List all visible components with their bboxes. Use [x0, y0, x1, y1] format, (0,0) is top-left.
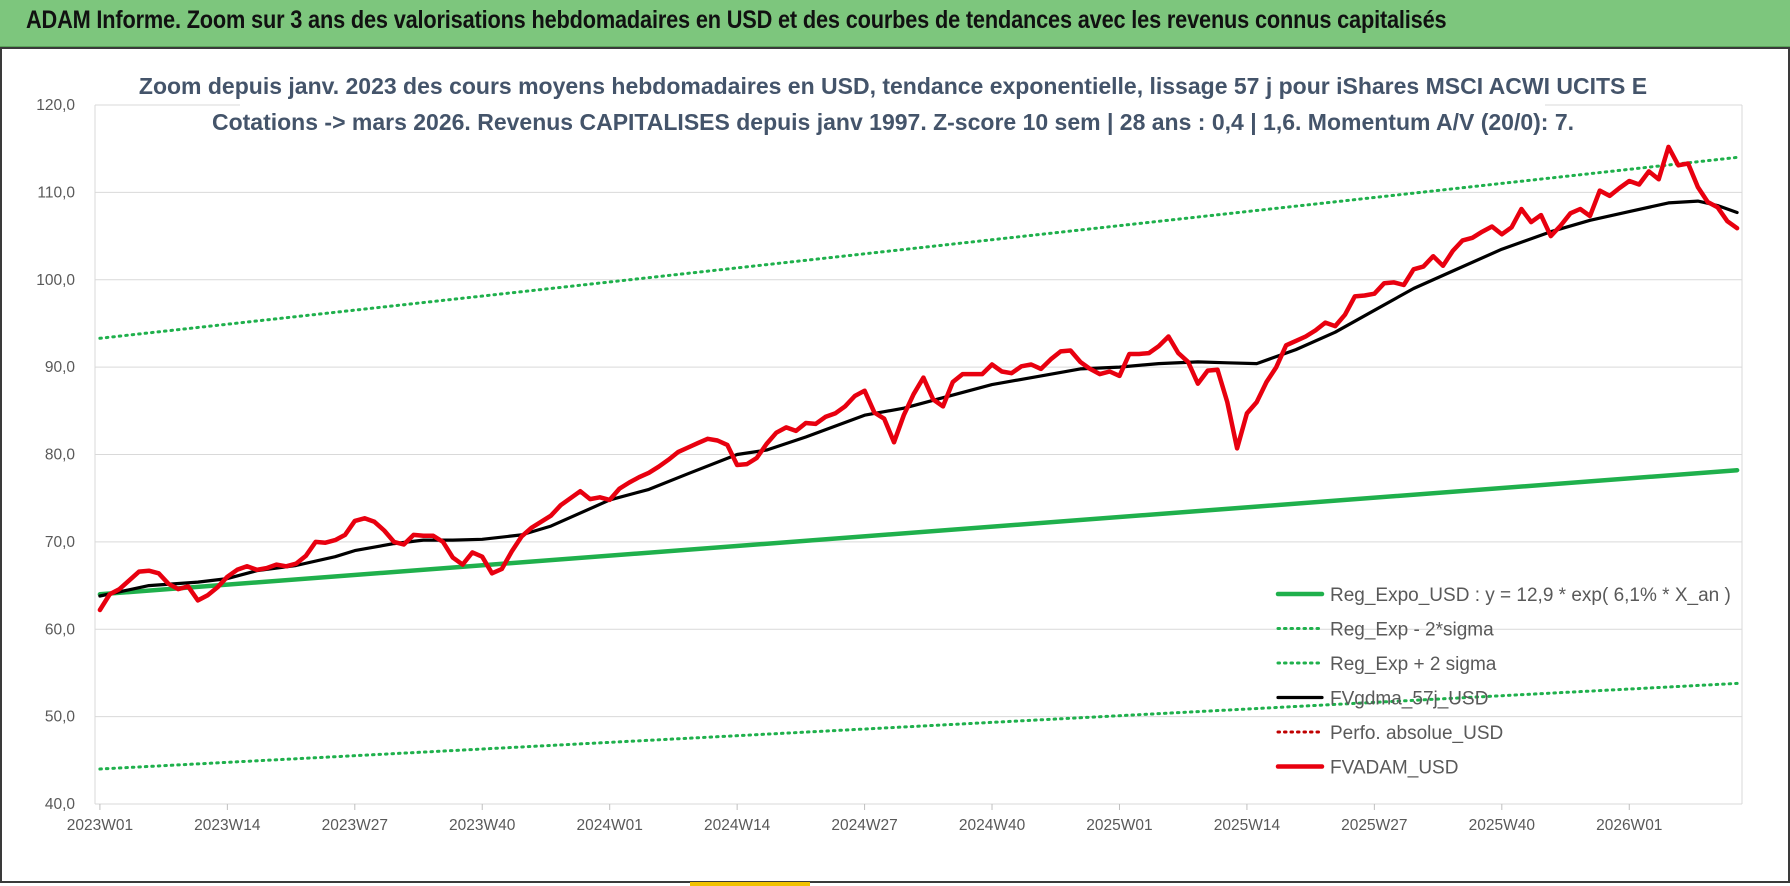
- page-title: ADAM Informe. Zoom sur 3 ans des valoris…: [26, 6, 1447, 34]
- x-axis-ticks: 2023W01 2023W14 2023W27 2023W40 2024W01 2024W…: [67, 804, 1662, 834]
- x-tick-label: 2025W01: [1086, 817, 1152, 834]
- legend: Reg_Expo_USD : y = 12,9 * exp( 6,1% * X_…: [1275, 585, 1731, 779]
- x-tick-label: 2024W40: [959, 817, 1026, 834]
- x-tick-label: 2025W27: [1341, 817, 1407, 834]
- legend-label: Reg_Exp - 2*sigma: [1330, 620, 1494, 641]
- legend-label: FVADAM_USD: [1330, 758, 1458, 779]
- y-tick-label: 110,0: [37, 184, 75, 201]
- chart-title-line1: Zoom depuis janv. 2023 des cours moyens …: [139, 73, 1647, 99]
- y-tick-label: 40,0: [45, 796, 76, 813]
- x-tick-label: 2024W27: [831, 817, 897, 834]
- series-line-reg-exp-2-sigma: [98, 681, 1739, 771]
- x-tick-label: 2024W01: [577, 817, 643, 834]
- legend-label: Perfo. absolue_USD: [1330, 723, 1503, 744]
- y-tick-label: 60,0: [45, 621, 76, 638]
- series-line-fvgdma-57j-usd: [98, 199, 1739, 598]
- x-tick-label: 2023W40: [449, 817, 516, 834]
- series-line-reg-expo-usd: [97, 467, 1740, 597]
- x-tick-label: 2023W14: [194, 817, 261, 834]
- legend-label: FVgdma_57j_USD: [1330, 689, 1488, 710]
- x-tick-label: 2026W01: [1596, 817, 1662, 834]
- header-bar: ADAM Informe. Zoom sur 3 ans des valoris…: [0, 0, 1790, 47]
- y-tick-label: 90,0: [45, 359, 76, 376]
- accent-mark: [690, 882, 810, 886]
- y-tick-label: 70,0: [45, 534, 76, 551]
- y-tick-label: 120,0: [36, 97, 75, 114]
- legend-label: Reg_Expo_USD : y = 12,9 * exp( 6,1% * X_…: [1330, 585, 1731, 606]
- x-tick-label: 2025W14: [1214, 817, 1281, 834]
- chart-title-background: [240, 66, 1545, 142]
- series-line-reg-exp-2-sigma: [98, 155, 1739, 340]
- y-axis-ticks: 40,0 50,0 60,0 70,0 80,0 90,0 100,0 110,0 120,0: [36, 97, 75, 813]
- y-tick-label: 50,0: [45, 709, 76, 726]
- x-tick-label: 2023W01: [67, 817, 133, 834]
- x-tick-label: 2023W27: [322, 817, 388, 834]
- series-layer: [97, 144, 1740, 771]
- chart-title-line2: Cotations -> mars 2026. Revenus CAPITALI…: [212, 109, 1574, 135]
- chart-frame: [0, 47, 1790, 883]
- y-tick-label: 100,0: [36, 272, 75, 289]
- series-line-fvadam-usd: [97, 144, 1740, 613]
- x-tick-label: 2025W40: [1469, 817, 1536, 834]
- legend-label: Reg_Exp + 2 sigma: [1330, 654, 1497, 675]
- y-tick-label: 80,0: [45, 447, 76, 464]
- x-tick-label: 2024W14: [704, 817, 771, 834]
